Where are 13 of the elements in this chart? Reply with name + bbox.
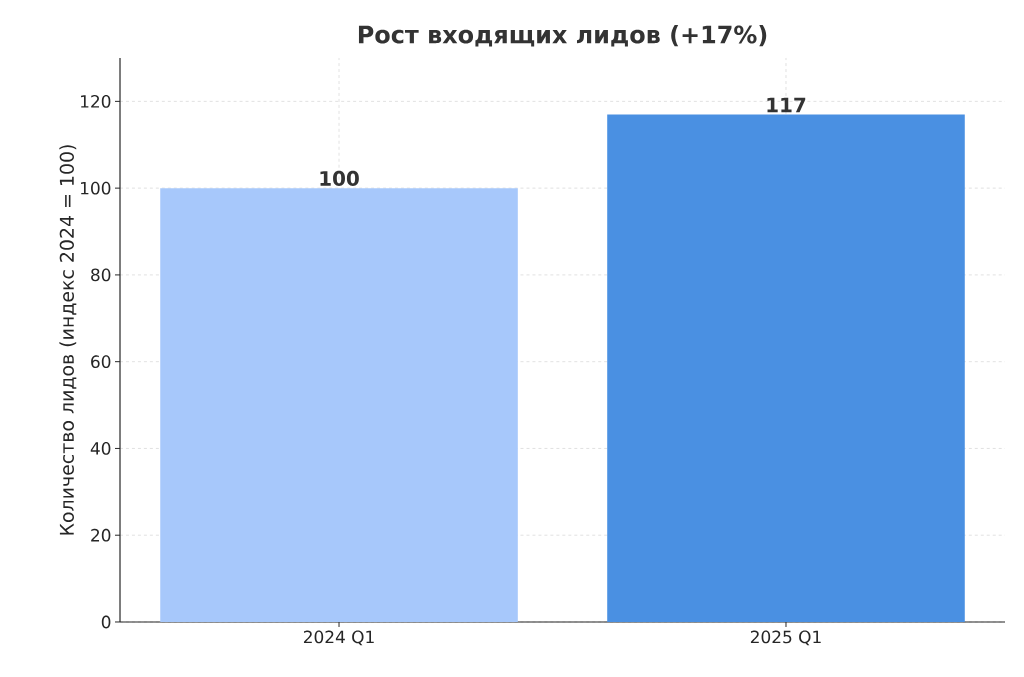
data-label: 117 xyxy=(767,97,806,113)
chart-title: Рост входящих лидов (+17%) xyxy=(358,25,767,47)
y-tick-label: 0 xyxy=(101,615,111,629)
y-tick-label: 100 xyxy=(81,181,111,195)
y-tick-label: 60 xyxy=(91,355,111,369)
y-tick-label: 40 xyxy=(90,442,111,455)
data-label: 100 xyxy=(320,170,359,186)
y-tick-label: 120 xyxy=(81,94,111,108)
y-axis-title: Количество лидов (индекс 2024 = 100) xyxy=(59,145,77,535)
x-tick-label: 2025 Q1 xyxy=(750,630,821,646)
x-tick-label: 2024 Q1 xyxy=(303,630,374,646)
y-tick-label: 20 xyxy=(91,528,111,542)
y-tick-label: 80 xyxy=(91,268,111,282)
